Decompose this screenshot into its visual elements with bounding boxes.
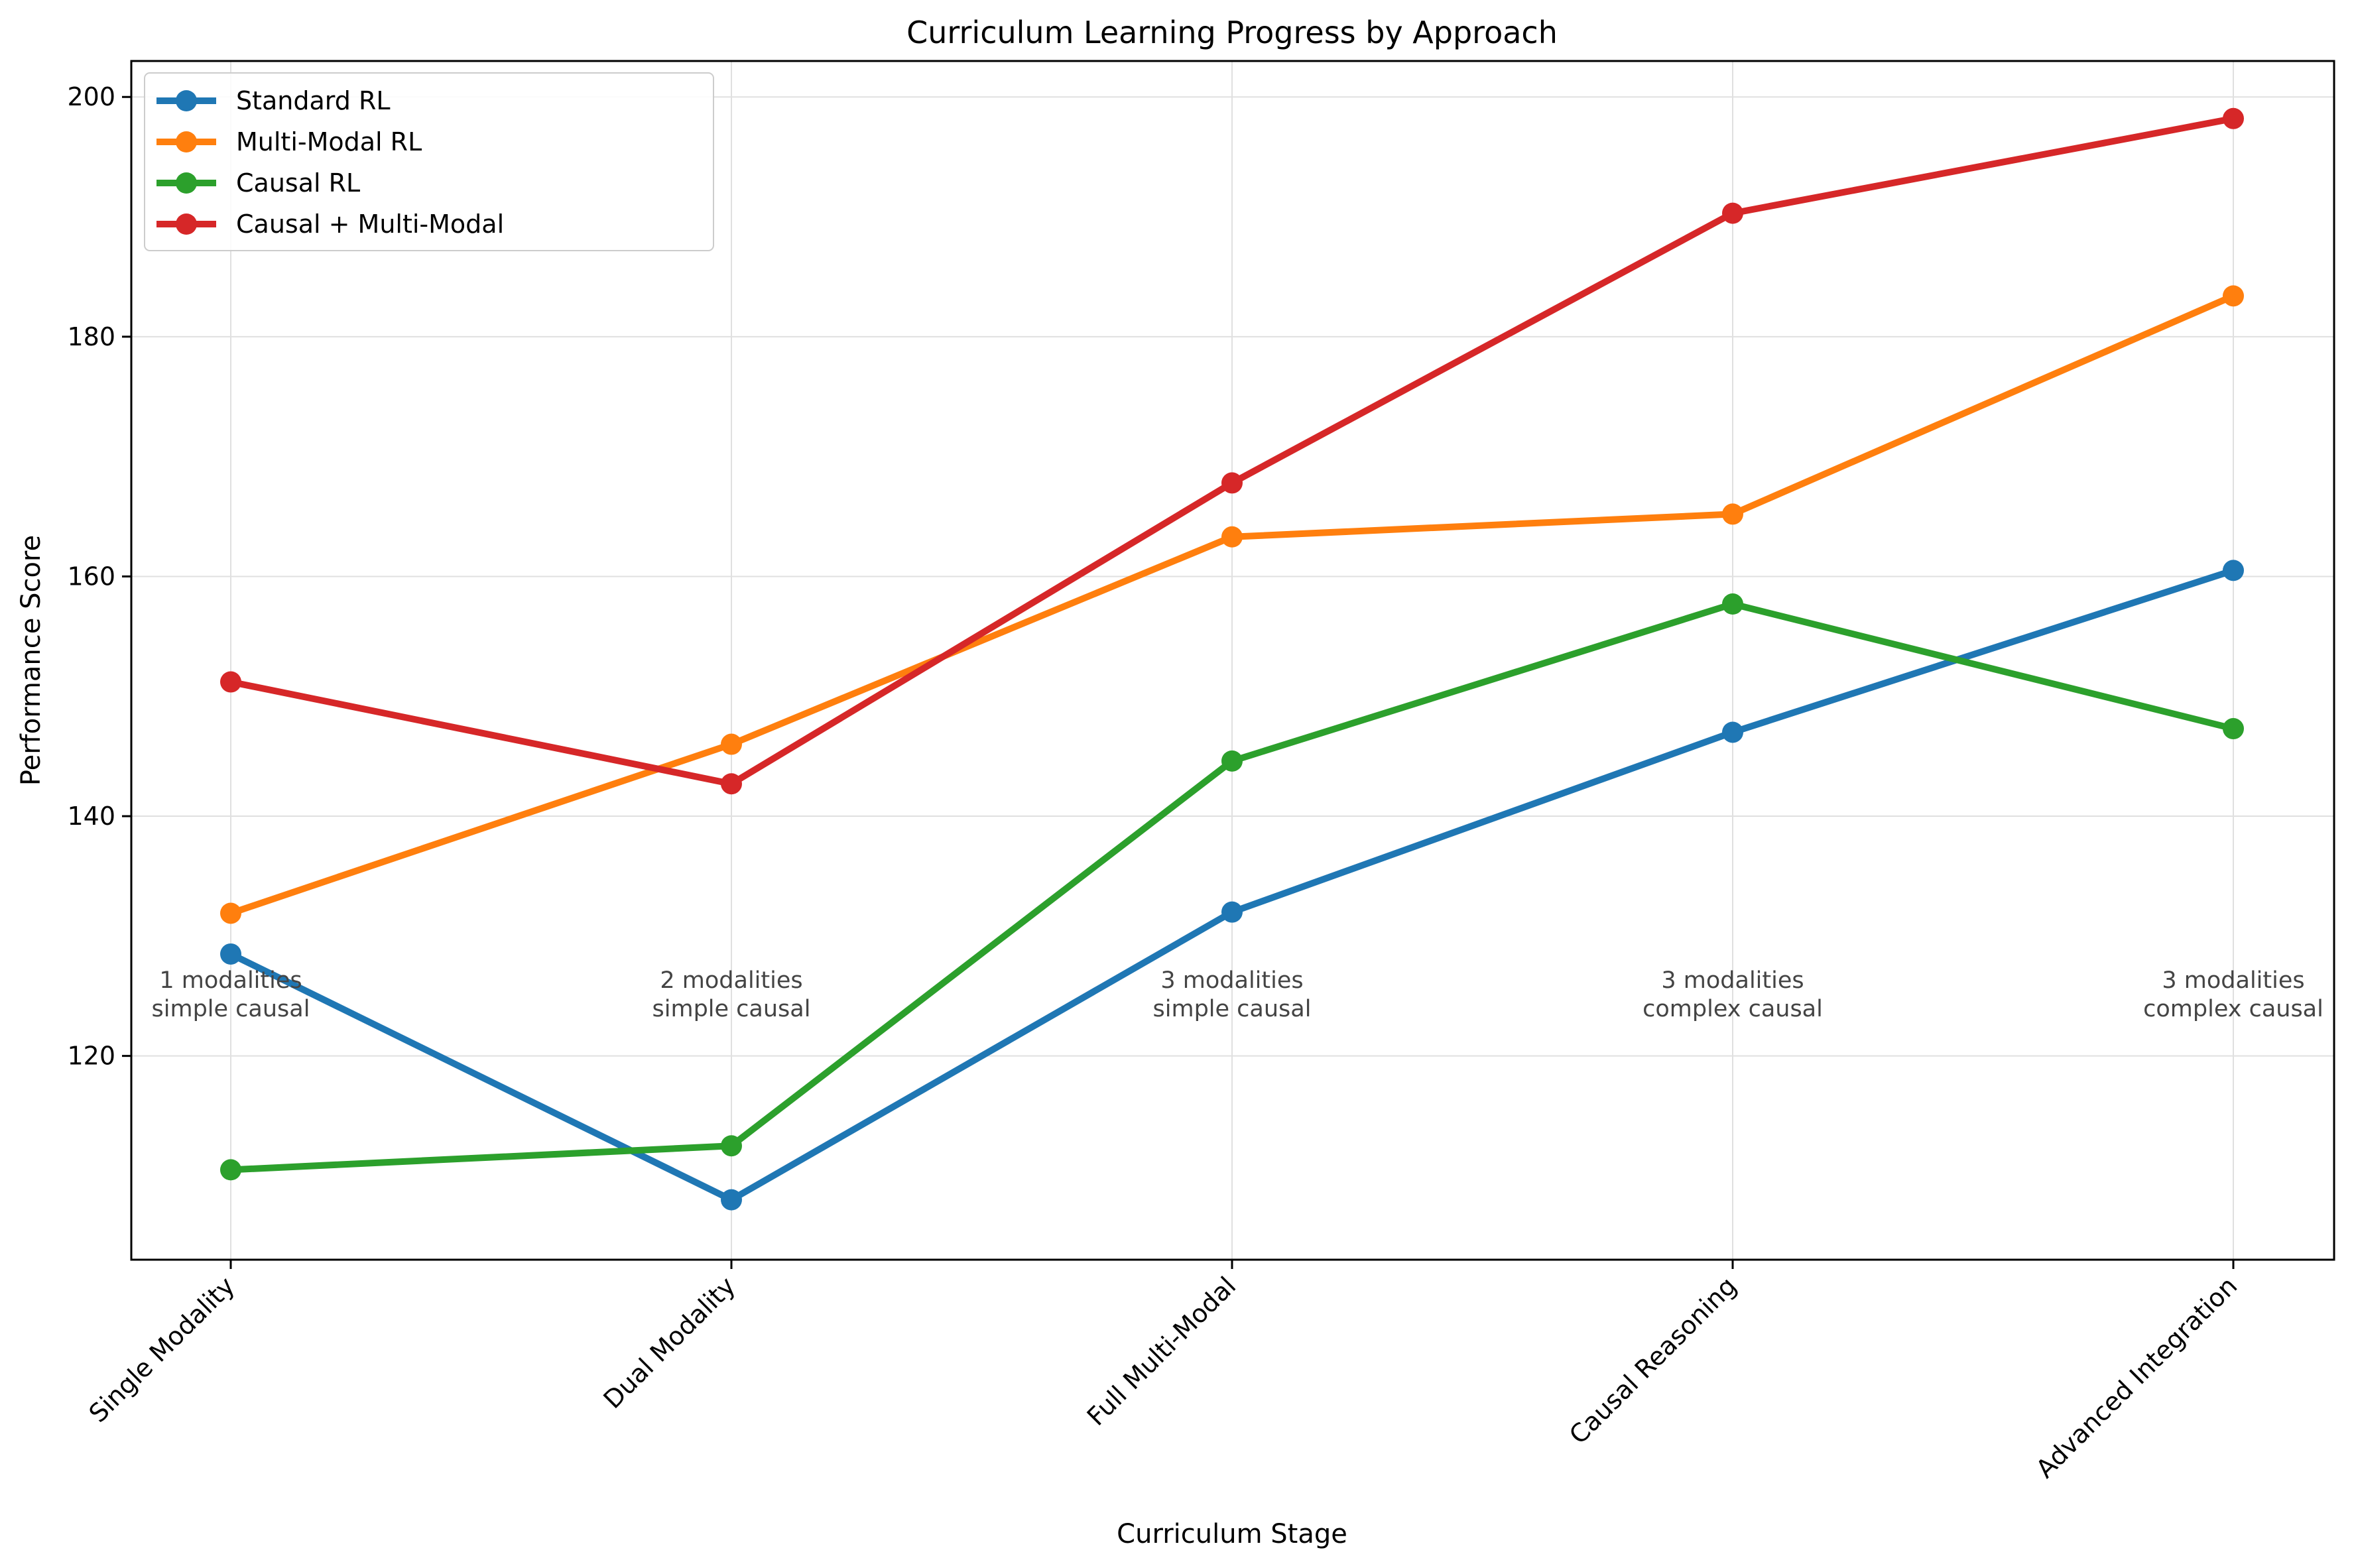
stage-annotation: 3 modalities: [1661, 967, 1804, 994]
y-tick-label: 160: [67, 562, 115, 591]
data-point: [2223, 285, 2244, 307]
data-point: [1722, 503, 1743, 525]
chart-title: Curriculum Learning Progress by Approach: [906, 15, 1558, 50]
series-standard-rl: [220, 560, 2244, 1211]
data-point: [721, 1189, 742, 1211]
series-multi-modal-rl: [220, 285, 2244, 924]
stage-annotation: simple causal: [152, 996, 310, 1022]
legend-item: Multi-Modal RL: [156, 127, 422, 156]
data-point: [2223, 107, 2244, 129]
y-tick-label: 180: [67, 322, 115, 351]
legend-swatch-marker: [176, 131, 197, 152]
y-axis-label: Performance Score: [16, 535, 46, 786]
legend-label: Causal + Multi-Modal: [236, 210, 504, 239]
data-point: [2223, 718, 2244, 740]
data-point: [721, 773, 742, 795]
series-layer: [220, 107, 2244, 1211]
y-tick-label: 140: [67, 802, 115, 831]
y-tick-label: 120: [67, 1042, 115, 1071]
data-point: [220, 1159, 241, 1181]
data-point: [721, 733, 742, 755]
legend-swatch-marker: [176, 172, 197, 194]
data-point: [2223, 560, 2244, 581]
stage-annotation: 3 modalities: [1160, 967, 1303, 994]
data-point: [721, 1135, 742, 1157]
legend-swatch-marker: [176, 213, 197, 235]
data-point: [220, 902, 241, 924]
legend-label: Multi-Modal RL: [236, 127, 422, 156]
data-point: [1221, 472, 1243, 494]
data-point: [1722, 593, 1743, 615]
legend-box: [144, 72, 714, 251]
legend-swatch-marker: [176, 90, 197, 111]
legend-item: Standard RL: [156, 86, 391, 115]
stage-annotation: complex causal: [2143, 996, 2323, 1022]
y-axis-ticks: 120 140 160 180 200: [67, 82, 131, 1071]
legend-label: Standard RL: [236, 86, 391, 115]
data-point: [1221, 901, 1243, 923]
grid-lines: [131, 61, 2334, 1260]
y-tick-label: 200: [67, 82, 115, 111]
series-causal-multi-modal: [220, 107, 2244, 795]
x-axis-label: Curriculum Stage: [1117, 1519, 1347, 1549]
legend: Standard RL Multi-Modal RL Causal RL Causal…: [144, 72, 714, 251]
stage-annotation: simple causal: [1153, 996, 1312, 1022]
stage-annotation: 1 modalities: [159, 967, 302, 994]
data-point: [220, 671, 241, 693]
stage-annotation: 3 modalities: [2162, 967, 2304, 994]
data-point: [1221, 526, 1243, 548]
data-point: [220, 943, 241, 965]
series-causal-rl: [220, 593, 2244, 1181]
legend-label: Causal RL: [236, 168, 360, 198]
data-point: [1722, 721, 1743, 743]
legend-item: Causal + Multi-Modal: [156, 210, 504, 239]
stage-annotation: 2 modalities: [660, 967, 802, 994]
legend-item: Causal RL: [156, 168, 360, 198]
data-point: [1722, 202, 1743, 224]
stage-annotation: complex causal: [1642, 996, 1823, 1022]
stage-annotation: simple causal: [652, 996, 811, 1022]
data-point: [1221, 750, 1243, 772]
